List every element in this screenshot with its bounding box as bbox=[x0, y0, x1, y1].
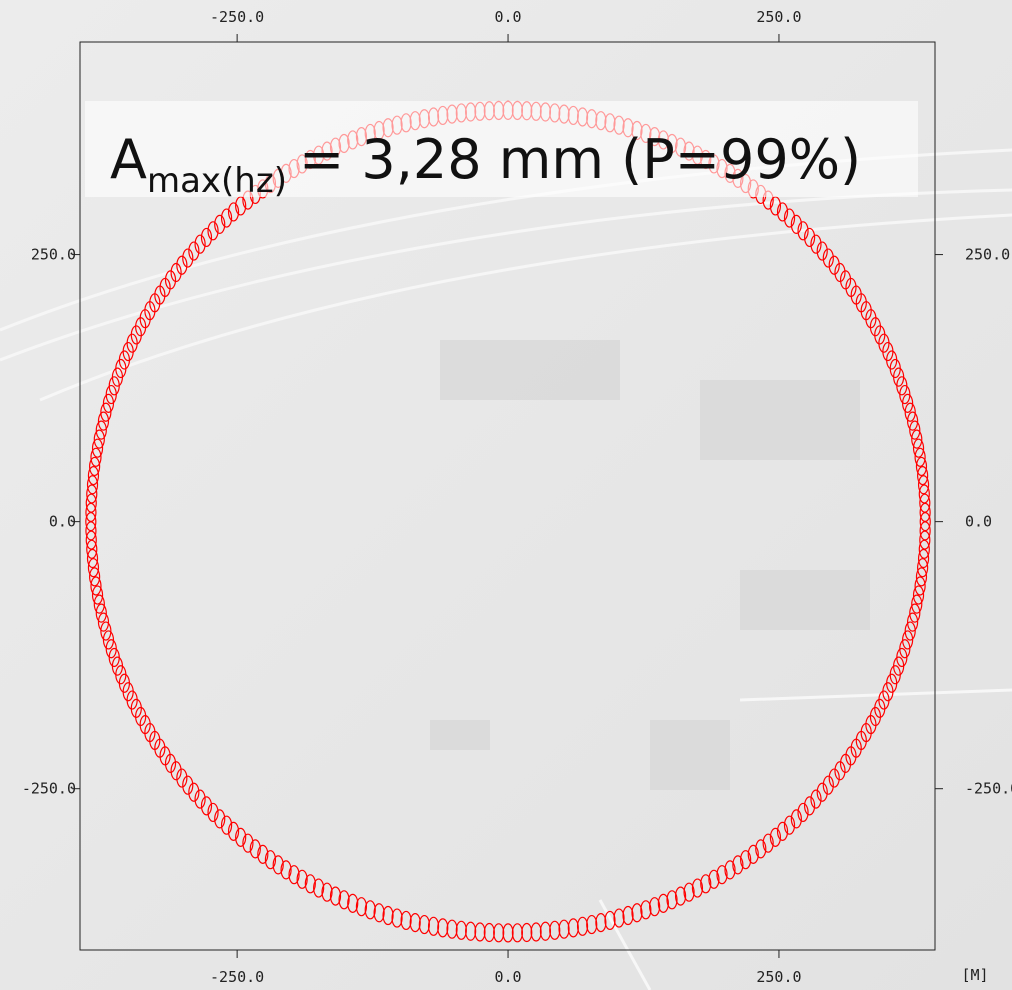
x-tick-label: 250.0 bbox=[756, 8, 801, 26]
y-tick-label: 0.0 bbox=[49, 513, 76, 531]
x-tick-label: -250.0 bbox=[210, 968, 264, 986]
y-tick-label: -250.0 bbox=[965, 780, 1012, 798]
annotation-subscript: max(hz) bbox=[147, 161, 287, 201]
x-tick-label: -250.0 bbox=[210, 8, 264, 26]
x-tick-label: 0.0 bbox=[494, 968, 521, 986]
y-tick-label: 250.0 bbox=[31, 246, 76, 264]
y-tick-label: 250.0 bbox=[965, 246, 1010, 264]
x-tick-label: 0.0 bbox=[494, 8, 521, 26]
y-tick-label: -250.0 bbox=[22, 780, 76, 798]
chart: Amax(hz) = 3,28 mm (P=99%) [M] -250.0 -250… bbox=[0, 0, 1012, 990]
y-tick-label: 0.0 bbox=[965, 513, 992, 531]
page: {"chart_data": {"type": "error-ellipse-r… bbox=[0, 0, 1012, 990]
annotation-text: = 3,28 mm (P=99%) bbox=[299, 128, 861, 191]
annotation-symbol: A bbox=[110, 128, 147, 191]
x-tick-label: 250.0 bbox=[756, 968, 801, 986]
unit-label: [M] bbox=[961, 966, 988, 984]
